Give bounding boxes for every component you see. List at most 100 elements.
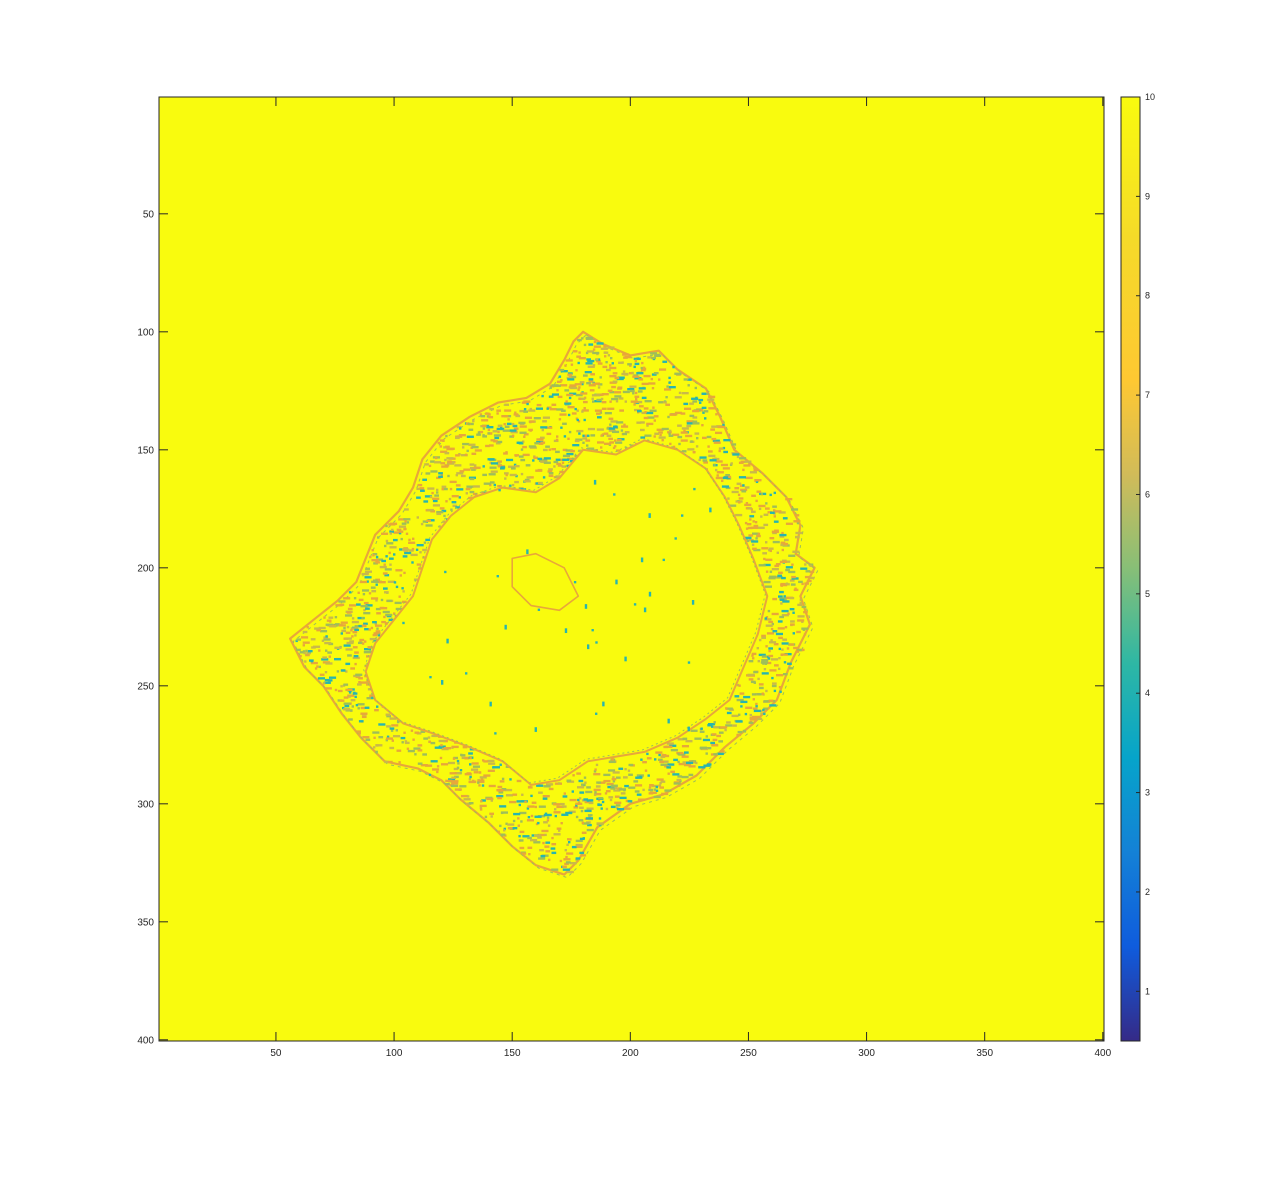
ring-speckle bbox=[523, 480, 531, 483]
ring-speckle bbox=[492, 766, 500, 769]
ring-speckle bbox=[566, 843, 569, 846]
ring-speckle bbox=[571, 375, 577, 379]
ring-speckle bbox=[665, 396, 668, 399]
ring-speckle bbox=[537, 833, 545, 837]
ring-speckle bbox=[801, 605, 807, 609]
ring-speckle bbox=[545, 445, 550, 448]
ring-speckle bbox=[667, 763, 675, 766]
ring-speckle bbox=[712, 738, 718, 742]
ring-speckle bbox=[703, 410, 709, 413]
ring-speckle bbox=[598, 797, 603, 800]
ring-speckle bbox=[451, 784, 459, 788]
ring-speckle bbox=[779, 560, 787, 564]
ring-speckle bbox=[677, 738, 685, 741]
ring-speckle bbox=[480, 425, 483, 428]
ring-speckle bbox=[560, 822, 563, 825]
ring-speckle bbox=[783, 542, 789, 546]
ring-speckle bbox=[735, 720, 743, 723]
ring-speckle bbox=[653, 372, 659, 375]
colorbar-tick-label: 9 bbox=[1145, 191, 1150, 201]
ring-speckle bbox=[402, 555, 408, 558]
ring-speckle bbox=[443, 747, 451, 750]
ring-speckle bbox=[455, 436, 460, 440]
ring-speckle bbox=[694, 386, 697, 390]
ring-speckle bbox=[609, 366, 617, 370]
ring-speckle bbox=[500, 466, 506, 469]
interior-speckle bbox=[441, 680, 444, 685]
ring-speckle bbox=[713, 721, 716, 724]
ring-speckle bbox=[649, 791, 657, 794]
ring-speckle bbox=[364, 628, 369, 631]
ring-speckle bbox=[466, 795, 470, 798]
ring-speckle bbox=[411, 547, 415, 551]
ring-speckle bbox=[365, 604, 373, 607]
ring-speckle bbox=[677, 775, 683, 778]
ring-speckle bbox=[504, 472, 509, 475]
ring-speckle bbox=[469, 490, 475, 494]
ring-speckle bbox=[635, 398, 638, 401]
ring-speckle bbox=[718, 449, 721, 453]
ring-speckle bbox=[538, 442, 544, 445]
ring-speckle bbox=[682, 737, 688, 740]
ring-speckle bbox=[354, 651, 359, 654]
ring-speckle bbox=[759, 638, 762, 642]
ring-speckle bbox=[609, 364, 612, 367]
ring-speckle bbox=[593, 788, 601, 792]
ring-speckle bbox=[785, 568, 790, 572]
x-tick-label: 350 bbox=[976, 1048, 993, 1059]
ring-speckle bbox=[588, 799, 594, 802]
ring-speckle bbox=[362, 593, 366, 596]
ring-speckle bbox=[595, 785, 601, 788]
ring-speckle bbox=[357, 616, 365, 620]
ring-speckle bbox=[790, 623, 795, 626]
ring-speckle bbox=[538, 857, 546, 860]
ring-speckle bbox=[507, 827, 513, 830]
ring-speckle bbox=[524, 478, 530, 482]
ring-speckle bbox=[363, 608, 366, 612]
ring-speckle bbox=[440, 474, 443, 477]
ring-speckle bbox=[503, 827, 506, 831]
ring-speckle bbox=[586, 382, 591, 385]
x-axis-ticks: 50 100 150 200 250 300 350 400 bbox=[270, 97, 1112, 1059]
ring-speckle bbox=[749, 518, 752, 521]
ring-speckle bbox=[583, 776, 587, 779]
ring-speckle bbox=[599, 376, 602, 379]
ring-speckle bbox=[473, 466, 481, 469]
ring-speckle bbox=[708, 450, 713, 453]
ring-speckle bbox=[782, 638, 787, 641]
ring-speckle bbox=[588, 343, 594, 346]
ring-speckle bbox=[389, 717, 397, 720]
ring-speckle bbox=[753, 524, 759, 528]
ring-speckle bbox=[389, 727, 395, 730]
ring-speckle bbox=[500, 833, 506, 836]
ring-speckle bbox=[571, 790, 574, 793]
ring-speckle bbox=[340, 669, 346, 672]
ring-speckle bbox=[570, 363, 574, 366]
ring-speckle bbox=[590, 373, 595, 376]
ring-speckle bbox=[436, 765, 440, 768]
ring-speckle bbox=[485, 412, 490, 415]
ring-speckle bbox=[497, 427, 505, 431]
ring-speckle bbox=[683, 402, 689, 406]
interior-speckle bbox=[504, 624, 507, 630]
ring-speckle bbox=[422, 478, 427, 481]
ring-speckle bbox=[296, 638, 301, 641]
ring-speckle bbox=[773, 520, 779, 523]
ring-speckle bbox=[777, 574, 782, 577]
ring-speckle bbox=[655, 785, 658, 789]
interior-speckle bbox=[526, 549, 529, 555]
ring-speckle bbox=[348, 691, 352, 694]
ring-speckle bbox=[612, 780, 616, 783]
ring-speckle bbox=[567, 378, 575, 381]
ring-speckle bbox=[736, 683, 740, 687]
ring-speckle bbox=[644, 411, 647, 414]
ring-speckle bbox=[587, 823, 592, 827]
ring-speckle bbox=[764, 618, 772, 621]
ring-speckle bbox=[784, 538, 789, 542]
ring-speckle bbox=[689, 414, 695, 418]
ring-speckle bbox=[440, 450, 448, 453]
ring-speckle bbox=[321, 658, 329, 661]
ring-speckle bbox=[579, 791, 585, 794]
ring-speckle bbox=[737, 730, 743, 734]
